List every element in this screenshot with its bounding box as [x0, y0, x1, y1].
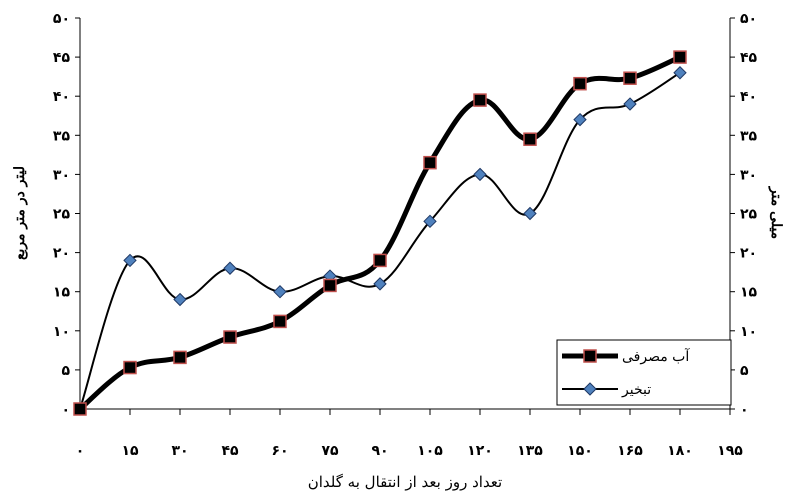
data-point-water-used [673, 50, 687, 64]
legend-swatch-marker-evaporation [583, 382, 597, 396]
data-point-water-used [623, 71, 637, 85]
x-tick-label: ۶۰ [271, 443, 288, 459]
left-y-tick-label: ۲۵ [53, 207, 71, 223]
data-point-evaporation [673, 66, 687, 80]
left-y-tick-label: ۳۰ [53, 167, 70, 183]
x-tick-label: ۷۵ [321, 443, 339, 459]
x-tick-label: ۴۵ [221, 443, 239, 459]
data-point-water-used [323, 278, 337, 293]
left-y-tick-label: ۴۰ [53, 89, 70, 105]
x-tick-label: ۱۲۰ [467, 443, 493, 459]
data-point-evaporation [273, 284, 287, 299]
x-tick-label: ۹۰ [371, 443, 388, 459]
left-y-tick-label: ۱۵ [53, 285, 71, 301]
x-tick-label: ۱۵۰ [567, 443, 593, 459]
right-y-tick-label: ۵ [740, 363, 749, 379]
right-y-tick-label: ۲۵ [740, 207, 758, 223]
data-point-evaporation [473, 167, 487, 182]
x-tick-label: ۱۸۰ [667, 443, 693, 459]
data-point-water-used [573, 76, 587, 91]
data-point-water-used [73, 402, 87, 416]
legend-swatch-marker-water-used [583, 349, 597, 363]
data-point-evaporation [223, 261, 237, 275]
data-point-evaporation [523, 206, 537, 221]
left-y-tick-label: ۵ [61, 363, 70, 379]
legend-label-evaporation: تبخیر [621, 382, 651, 398]
data-point-water-used [373, 253, 387, 268]
chart-axes: ۰ ۰ ۵ ۵ ۱۰ ۱۰ ۱۵ ۱۵ ۲۰ ۲۰ ۲۵ ۲۵ ۳۰ ۳۰ ۳۵ ۳۵ ۴۰ ۴۰ ۴۵ ۴۵ ۵۰ ۵۰… [53, 11, 758, 459]
data-point-evaporation [373, 277, 387, 291]
legend-label-water-used: آب مصرفی [622, 347, 690, 365]
right-y-tick-label: ۴۵ [740, 50, 758, 66]
data-point-water-used [523, 132, 537, 146]
right-y-tick-label: ۰ [740, 402, 749, 418]
data-point-water-used [473, 93, 487, 107]
data-point-water-used [173, 350, 187, 365]
x-tick-label: ۱۳۵ [517, 443, 543, 459]
right-y-tick-label: ۴۰ [740, 89, 757, 105]
data-point-water-used [223, 330, 237, 344]
chart-legend: آب مصرفی تبخیر [556, 339, 732, 406]
x-tick-label: ۱۹۵ [717, 443, 743, 459]
x-tick-label: ۱۰۵ [417, 443, 443, 459]
right-y-tick-label: ۳۵ [740, 128, 758, 144]
left-y-axis-title: لیتر در متر مربع [12, 166, 28, 260]
data-point-evaporation [123, 253, 137, 268]
left-y-tick-label: ۵۰ [53, 11, 70, 27]
left-y-tick-label: ۰ [61, 402, 70, 418]
right-y-tick-label: ۱۵ [740, 285, 758, 301]
right-y-axis-title: میلی متر [768, 186, 784, 239]
data-point-evaporation [173, 292, 187, 307]
left-y-tick-label: ۴۵ [53, 50, 71, 66]
left-y-tick-label: ۲۰ [53, 246, 70, 262]
right-y-tick-label: ۵۰ [740, 11, 757, 27]
x-tick-label: ۱۵ [121, 443, 139, 459]
data-point-evaporation [423, 214, 437, 229]
data-point-water-used [423, 155, 437, 170]
left-y-tick-label: ۱۰ [53, 324, 70, 340]
data-point-water-used [273, 314, 287, 329]
x-tick-label: ۳۰ [171, 443, 188, 459]
right-y-tick-label: ۳۰ [740, 167, 757, 183]
data-point-water-used [123, 360, 137, 375]
data-point-evaporation [623, 97, 637, 111]
left-y-tick-label: ۳۵ [53, 128, 71, 144]
right-y-tick-label: ۲۰ [740, 246, 757, 262]
right-y-tick-label: ۱۰ [740, 324, 757, 340]
x-axis-title: تعداد روز بعد از انتقال به گلدان [308, 473, 502, 491]
chart-markers [73, 50, 687, 416]
data-point-evaporation [573, 112, 587, 127]
x-tick-label: ۰ [76, 443, 85, 459]
x-tick-label: ۱۶۵ [617, 443, 643, 459]
